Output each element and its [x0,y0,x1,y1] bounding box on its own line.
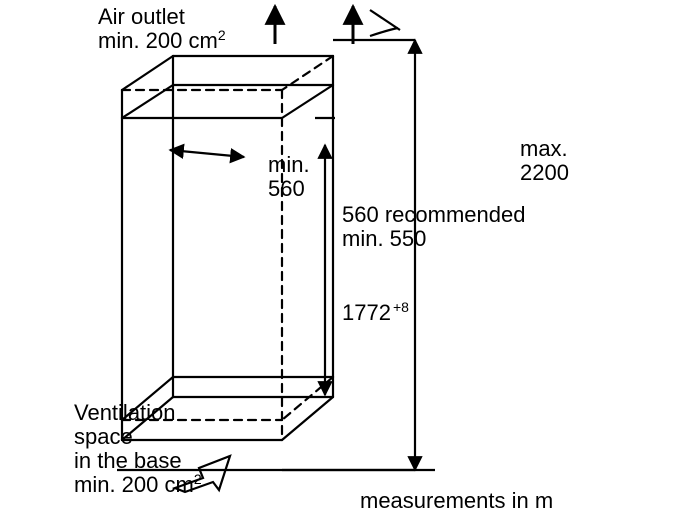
installation-niche-diagram: Air outletmin. 200 cm2min.560560 recomme… [0,0,700,525]
inner-height-value: 1772+8 [342,299,409,325]
width-min-label: min. [268,152,310,177]
cabinet-outline [122,56,333,440]
vent-label-1: Ventilation [74,400,176,425]
width-value: 560 [268,176,305,201]
air-outlet-label: Air outlet [98,4,185,29]
depth-min-label: min. 550 [342,226,426,251]
vent-label-3: in the base [74,448,182,473]
max-height-label: max. [520,136,568,161]
max-height-value: 2200 [520,160,569,185]
air-outlet-value: min. 200 cm2 [98,27,226,53]
units-label: measurements in m [360,488,553,513]
vent-label-4: min. 200 cm2 [74,471,202,497]
vent-label-2: space [74,424,133,449]
labels: Air outletmin. 200 cm2min.560560 recomme… [74,4,569,513]
depth-rec-label: 560 recommended [342,202,525,227]
